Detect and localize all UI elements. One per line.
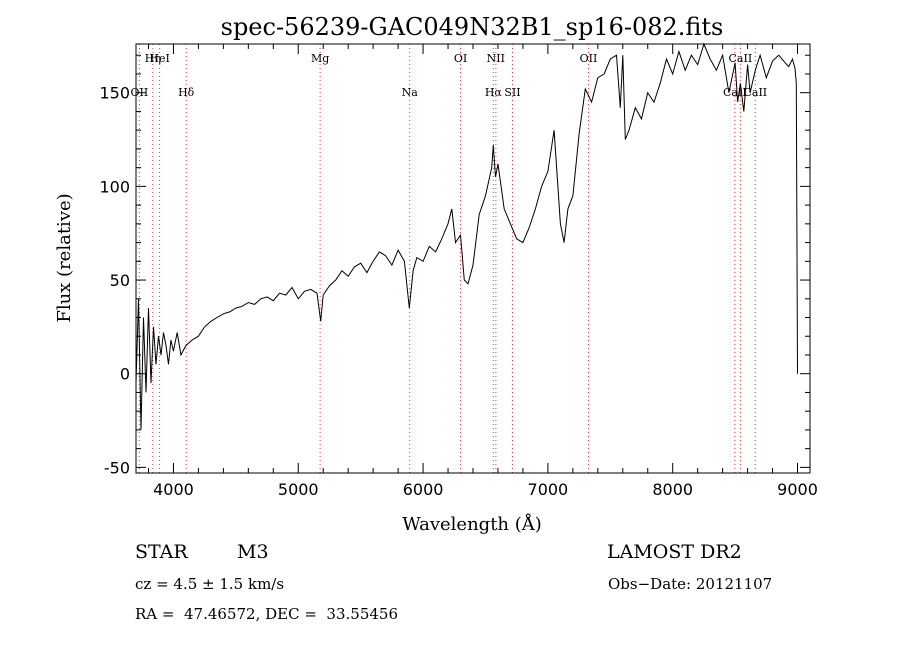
chart-title: spec-56239-GAC049N32B1_sp16-082.fits — [221, 13, 724, 41]
obs-date: Obs−Date: 20121107 — [608, 575, 773, 593]
plot-area: HηOIIHeIHδMgNaOIHαNIISIIOIICaIICaIICaII4… — [99, 42, 818, 499]
line-label: Na — [402, 86, 419, 99]
spectrum-line — [135, 42, 798, 430]
line-label: Hα — [485, 86, 503, 99]
line-label: OII — [580, 52, 598, 65]
y-tick-label: 100 — [99, 177, 130, 196]
y-tick-label: 0 — [120, 365, 130, 384]
line-label: Hδ — [178, 86, 195, 99]
x-tick-label: 6000 — [403, 480, 444, 499]
x-tick-label: 7000 — [528, 480, 569, 499]
line-label: OI — [454, 52, 467, 65]
x-tick-label: 8000 — [652, 480, 693, 499]
line-label: SII — [504, 86, 520, 99]
object-class: STAR — [135, 541, 188, 563]
cz-value: cz = 4.5 ± 1.5 km/s — [135, 575, 285, 593]
x-tick-label: 9000 — [777, 480, 818, 499]
object-subclass: M3 — [237, 541, 269, 563]
x-tick-label: 4000 — [153, 480, 194, 499]
line-label: Hη — [145, 52, 161, 65]
line-label: NII — [487, 52, 505, 65]
survey-name: LAMOST DR2 — [607, 541, 742, 563]
x-tick-label: 5000 — [278, 480, 319, 499]
coordinates: RA = 47.46572, DEC = 33.55456 — [135, 605, 399, 623]
x-axis-label: Wavelength (Å) — [402, 513, 542, 535]
y-tick-label: 150 — [99, 84, 130, 103]
plot-frame — [135, 43, 811, 474]
line-label: Mg — [311, 52, 329, 65]
y-tick-label: -50 — [104, 458, 130, 477]
line-label: CaII — [743, 86, 767, 99]
y-tick-label: 50 — [110, 271, 130, 290]
line-label: HeI — [149, 52, 169, 65]
line-label: CaII — [729, 52, 753, 65]
y-axis-label: Flux (relative) — [54, 193, 75, 322]
